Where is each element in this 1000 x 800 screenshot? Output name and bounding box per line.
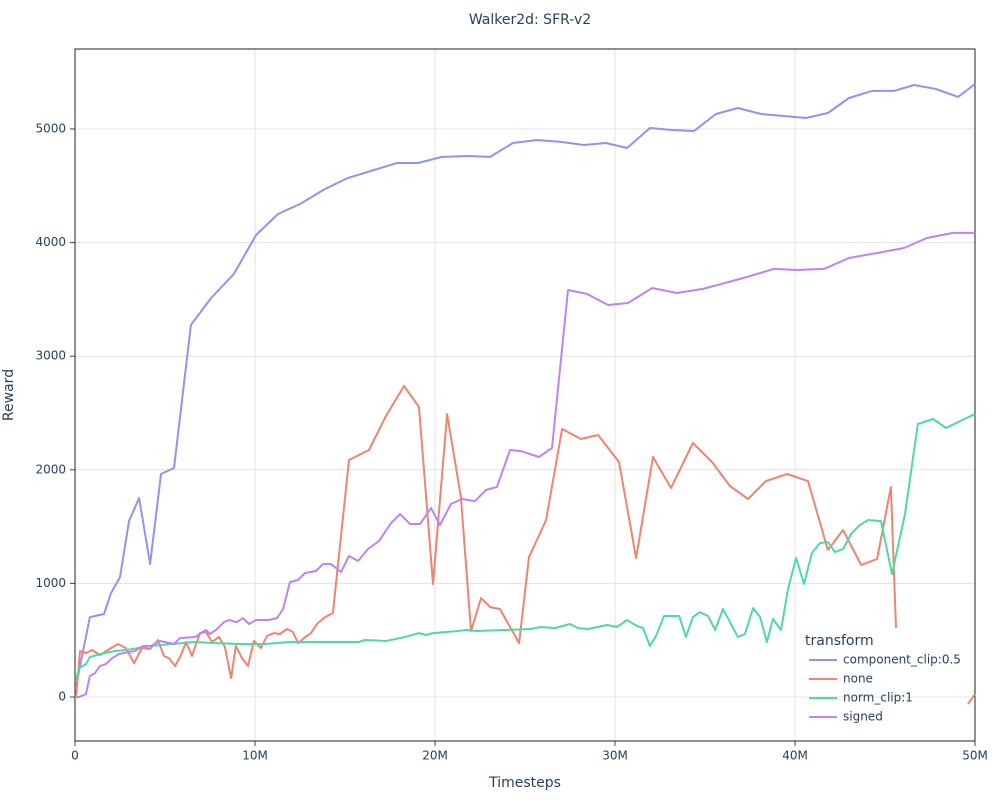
series-line bbox=[75, 413, 976, 681]
y-axis-label: Reward bbox=[1, 369, 17, 421]
series-line bbox=[75, 231, 975, 698]
x-tick-label: 40M bbox=[782, 749, 808, 763]
series-line bbox=[75, 385, 976, 705]
x-tick-label: 20M bbox=[422, 749, 448, 763]
x-tick-label: 0 bbox=[71, 749, 79, 763]
legend-title: transform bbox=[805, 633, 874, 649]
y-tick-label: 2000 bbox=[35, 462, 66, 476]
series-line bbox=[75, 83, 976, 686]
y-tick-label: 1000 bbox=[35, 576, 66, 590]
x-tick-label: 10M bbox=[242, 749, 268, 763]
x-axis-label: Timesteps bbox=[488, 775, 561, 791]
legend-label: norm_clip:1 bbox=[843, 691, 913, 705]
chart-title: Walker2d: SFR-v2 bbox=[469, 12, 591, 28]
y-tick-label: 5000 bbox=[35, 121, 66, 135]
x-tick-label: 30M bbox=[602, 749, 628, 763]
x-tick-label: 50M bbox=[962, 749, 988, 763]
legend-label: none bbox=[843, 672, 873, 686]
y-tick-label: 0 bbox=[58, 690, 66, 704]
legend-label: signed bbox=[843, 710, 883, 724]
plot-frame bbox=[74, 48, 976, 742]
legend-label: component_clip:0.5 bbox=[843, 653, 961, 667]
y-tick-label: 4000 bbox=[35, 235, 66, 249]
y-tick-label: 3000 bbox=[35, 349, 66, 363]
